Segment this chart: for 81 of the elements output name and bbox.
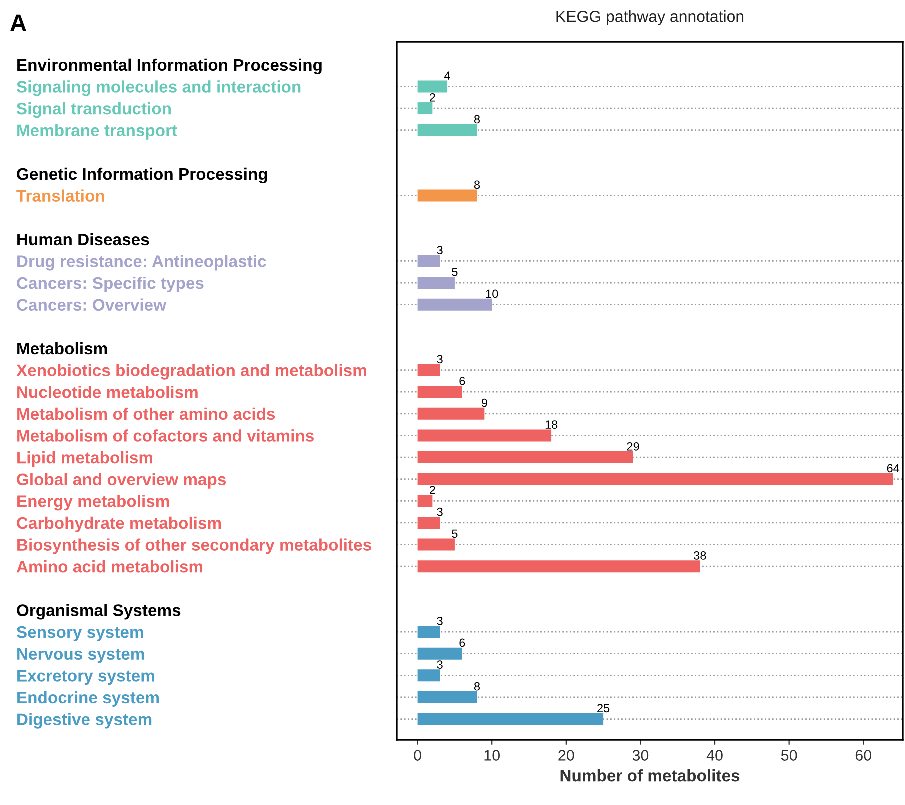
bar bbox=[418, 648, 462, 660]
y-tick-label: Signaling molecules and interaction bbox=[16, 80, 301, 96]
y-tick-label: Genetic Information Processing bbox=[17, 168, 268, 184]
y-tick-label: Sensory system bbox=[16, 626, 144, 642]
data-label: 18 bbox=[546, 420, 558, 430]
x-tick-label: 50 bbox=[781, 750, 798, 761]
data-label: 8 bbox=[474, 682, 480, 691]
y-tick-label: Cancers: Overview bbox=[17, 298, 167, 312]
data-label: 3 bbox=[437, 355, 443, 364]
data-label: 5 bbox=[452, 268, 458, 276]
y-tick-label: Translation bbox=[16, 190, 104, 202]
data-label: 29 bbox=[627, 442, 640, 451]
bar bbox=[418, 626, 440, 638]
y-tick-label: Signal transduction bbox=[16, 102, 171, 118]
data-label: 3 bbox=[437, 616, 443, 626]
bar bbox=[418, 124, 478, 136]
bar bbox=[418, 670, 440, 682]
x-tick-label: 60 bbox=[856, 750, 872, 761]
bar bbox=[418, 408, 485, 420]
data-label: 3 bbox=[437, 246, 443, 255]
y-tick-label: Nucleotide metabolism bbox=[18, 386, 198, 398]
data-label: 6 bbox=[460, 638, 466, 648]
data-label: 8 bbox=[474, 115, 480, 124]
data-label: 64 bbox=[887, 464, 900, 473]
y-tick-label: Biosynthesis of other secondary metabolites bbox=[18, 538, 372, 554]
bar bbox=[418, 386, 462, 398]
y-tick-label: Nervous system bbox=[18, 648, 144, 664]
y-tick-label: Metabolism of cofactors and vitamins bbox=[18, 430, 314, 442]
y-tick-label: Environmental Information Processing bbox=[18, 58, 322, 74]
text: A bbox=[10, 14, 26, 32]
data-label: 6 bbox=[460, 377, 466, 386]
bar bbox=[418, 691, 478, 704]
y-tick-label: Energy metabolism bbox=[18, 495, 170, 511]
x-tick-label: 30 bbox=[632, 750, 649, 761]
x-axis-title: Number of metabolites bbox=[560, 770, 740, 782]
bar bbox=[418, 538, 455, 551]
bar bbox=[418, 80, 448, 93]
bar bbox=[418, 473, 894, 486]
bar bbox=[418, 277, 455, 290]
y-tick-label: Metabolism bbox=[18, 342, 108, 355]
data-label: 4 bbox=[444, 72, 450, 80]
data-label: 10 bbox=[486, 290, 498, 298]
bar bbox=[418, 298, 492, 311]
y-tick-label: Drug resistance: Antineoplastic bbox=[18, 255, 266, 271]
data-label: 8 bbox=[474, 180, 480, 190]
data-label: 5 bbox=[452, 530, 458, 538]
y-tick-label: Membrane transport bbox=[18, 124, 178, 140]
data-label: 3 bbox=[437, 660, 443, 669]
x-tick-label: 10 bbox=[484, 750, 500, 761]
y-tick-label: Xenobiotics biodegradation and metabolism bbox=[16, 364, 366, 380]
bar bbox=[418, 713, 604, 726]
y-tick-label: Carbohydrate metabolism bbox=[17, 516, 222, 532]
bar bbox=[418, 430, 552, 442]
bar bbox=[418, 364, 440, 376]
data-label: 2 bbox=[430, 93, 436, 102]
bar bbox=[418, 255, 440, 268]
y-tick-label: Amino acid metabolism bbox=[16, 560, 202, 573]
x-tick-label: 20 bbox=[558, 750, 574, 761]
data-label: 9 bbox=[482, 398, 488, 408]
bar bbox=[418, 560, 700, 573]
y-tick-label: Endocrine system bbox=[18, 691, 159, 707]
bar bbox=[418, 190, 478, 202]
y-tick-label: Cancers: Specific types bbox=[17, 276, 204, 293]
y-tick-label: Digestive system bbox=[18, 713, 152, 729]
bar bbox=[418, 102, 433, 115]
data-label: 2 bbox=[430, 486, 436, 494]
data-label: 25 bbox=[598, 704, 610, 713]
y-tick-label: Organismal Systems bbox=[17, 604, 181, 620]
x-tick-label: 0 bbox=[414, 750, 422, 761]
y-tick-label: Human Diseases bbox=[18, 233, 150, 246]
y-tick-label: Metabolism of other amino acids bbox=[18, 408, 276, 420]
y-tick-label: Global and overview maps bbox=[17, 473, 226, 489]
bar bbox=[418, 516, 440, 529]
y-tick-label: Excretory system bbox=[18, 670, 154, 686]
data-label: 3 bbox=[437, 508, 443, 516]
x-tick-label: 40 bbox=[706, 750, 723, 761]
bar bbox=[418, 495, 433, 508]
chart-title: KEGG pathway annotation bbox=[556, 10, 744, 26]
y-tick-label: Lipid metabolism bbox=[18, 451, 152, 468]
bar bbox=[418, 452, 634, 464]
data-label: 38 bbox=[694, 552, 706, 560]
